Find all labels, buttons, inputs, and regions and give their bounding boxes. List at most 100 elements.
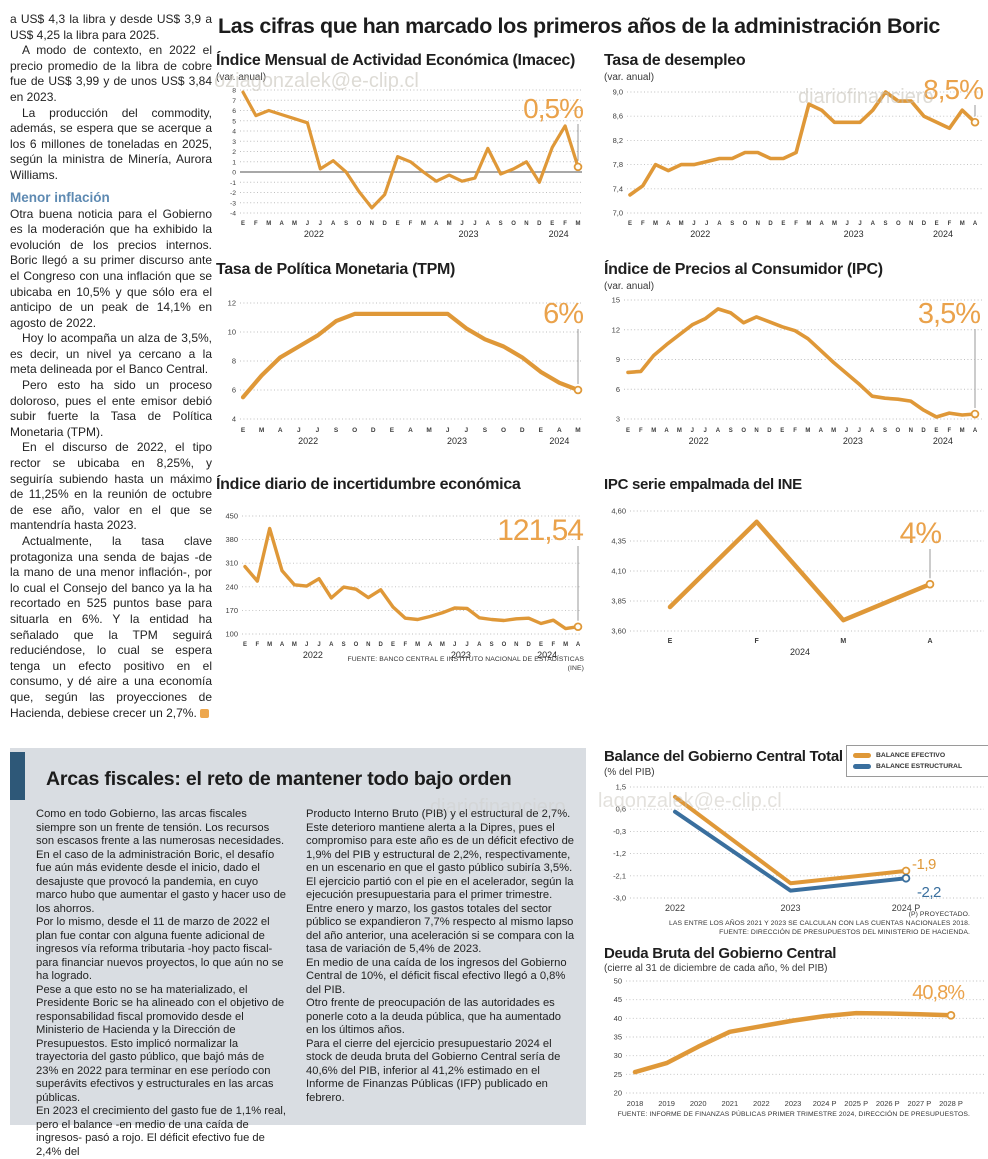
svg-text:4: 4 [232, 129, 236, 136]
svg-text:-4: -4 [230, 211, 236, 218]
desempleo-title: Tasa de desempleo [604, 52, 746, 69]
svg-text:M: M [960, 221, 965, 227]
svg-text:D: D [383, 221, 388, 227]
svg-text:3: 3 [616, 415, 620, 424]
svg-text:O: O [354, 642, 359, 648]
svg-text:S: S [490, 642, 494, 648]
svg-text:F: F [563, 221, 567, 227]
estructural-label: BALANCE ESTRUCTURAL [876, 763, 963, 770]
svg-text:2019: 2019 [658, 1099, 675, 1108]
svg-text:M: M [831, 428, 836, 434]
svg-text:O: O [741, 428, 746, 434]
balance-subtitle: (% del PIB) [604, 767, 655, 778]
article-paragraph: La producción del commodity, además, se … [10, 105, 212, 182]
svg-text:M: M [679, 221, 684, 227]
svg-text:S: S [499, 221, 503, 227]
svg-text:M: M [576, 221, 581, 227]
svg-text:A: A [329, 642, 334, 648]
svg-text:8: 8 [232, 88, 236, 95]
svg-text:N: N [756, 221, 760, 227]
article-paragraph: A modo de contexto, en 2022 el precio pr… [10, 43, 212, 104]
svg-text:2022: 2022 [665, 903, 685, 913]
svg-text:A: A [428, 642, 433, 648]
svg-text:6%: 6% [543, 298, 583, 330]
fiscal-paragraph: En medio de una caída de los ingresos de… [306, 956, 567, 996]
fiscal-paragraph: Producto Interno Bruto (PIB) y el estruc… [306, 808, 575, 874]
svg-text:A: A [717, 221, 722, 227]
svg-text:M: M [259, 427, 264, 434]
svg-text:-1,9: -1,9 [912, 856, 936, 873]
svg-text:J: J [305, 642, 308, 648]
fiscal-paragraph: Para el cierre del ejercicio presupuesta… [306, 1037, 561, 1104]
svg-text:J: J [845, 428, 848, 434]
deuda-title: Deuda Bruta del Gobierno Central [604, 945, 837, 962]
svg-text:O: O [502, 642, 507, 648]
svg-text:A: A [871, 221, 876, 227]
svg-text:F: F [403, 642, 407, 648]
efectivo-label: BALANCE EFECTIVO [876, 752, 946, 759]
svg-text:2028 P: 2028 P [939, 1099, 963, 1108]
svg-text:J: J [691, 428, 694, 434]
article-paragraph: En el discurso de 2022, el tipo rector s… [10, 440, 212, 533]
svg-text:J: J [465, 642, 468, 648]
fiscal-headline: Arcas fiscales: el reto de mantener todo… [46, 768, 512, 790]
svg-text:A: A [973, 428, 978, 434]
svg-text:J: J [446, 427, 450, 434]
svg-text:E: E [396, 221, 400, 227]
svg-text:S: S [483, 427, 488, 434]
incertidumbre-source: FUENTE: BANCO CENTRAL E INSTITUTO NACION… [347, 656, 584, 672]
svg-text:A: A [576, 642, 581, 648]
svg-text:S: S [334, 427, 339, 434]
svg-text:D: D [922, 221, 927, 227]
svg-text:121,54: 121,54 [497, 514, 583, 547]
svg-text:J: J [703, 428, 706, 434]
svg-text:F: F [948, 221, 952, 227]
svg-text:2018: 2018 [627, 1099, 644, 1108]
svg-text:2023: 2023 [451, 650, 471, 660]
svg-text:A: A [280, 642, 285, 648]
svg-text:O: O [896, 428, 901, 434]
svg-text:A: A [331, 221, 336, 227]
svg-text:N: N [524, 221, 528, 227]
svg-text:M: M [415, 642, 420, 648]
svg-text:9: 9 [616, 355, 620, 364]
svg-text:O: O [743, 221, 748, 227]
svg-text:2026 P: 2026 P [876, 1099, 900, 1108]
svg-text:E: E [539, 642, 543, 648]
svg-text:M: M [447, 221, 452, 227]
svg-text:2: 2 [232, 149, 236, 156]
svg-text:5: 5 [232, 118, 236, 125]
svg-text:25: 25 [614, 1070, 622, 1079]
svg-text:30: 30 [614, 1051, 622, 1060]
svg-text:J: J [297, 427, 301, 434]
balance-legend: BALANCE EFECTIVO BALANCE ESTRUCTURAL [846, 745, 988, 777]
ipc-empalmada-title: IPC serie empalmada del INE [604, 476, 802, 493]
svg-text:D: D [767, 428, 772, 434]
article-paragraphs-bottom: Otra buena noticia para el Gobierno es l… [10, 207, 212, 722]
svg-text:F: F [794, 221, 798, 227]
svg-text:S: S [342, 642, 346, 648]
fiscal-column-2: Producto Interno Bruto (PIB) y el estruc… [306, 808, 576, 1105]
svg-text:F: F [551, 642, 555, 648]
svg-text:45: 45 [614, 995, 622, 1004]
svg-text:2022: 2022 [689, 436, 709, 446]
fiscal-column-1: Como en todo Gobierno, las arcas fiscale… [36, 808, 289, 1159]
svg-text:-2,1: -2,1 [613, 871, 626, 880]
svg-text:2027 P: 2027 P [908, 1099, 932, 1108]
svg-text:J: J [692, 221, 695, 227]
svg-text:E: E [243, 642, 247, 648]
svg-text:-3: -3 [230, 200, 236, 207]
svg-text:M: M [292, 221, 297, 227]
svg-text:8,6: 8,6 [613, 112, 623, 121]
svg-text:2022: 2022 [303, 650, 323, 660]
svg-text:E: E [628, 221, 632, 227]
svg-text:A: A [666, 221, 671, 227]
svg-text:F: F [409, 221, 413, 227]
svg-text:E: E [391, 642, 395, 648]
svg-text:A: A [716, 428, 721, 434]
svg-text:-2,2: -2,2 [917, 884, 941, 901]
svg-text:S: S [884, 221, 888, 227]
article-paragraph: Hoy lo acompaña un alza de 3,5%, es deci… [10, 331, 212, 377]
fiscal-paragraph: Pese a que esto no se ha materializado, … [36, 983, 285, 1104]
deuda-subtitle: (cierre al 31 de diciembre de cada año, … [604, 963, 828, 974]
